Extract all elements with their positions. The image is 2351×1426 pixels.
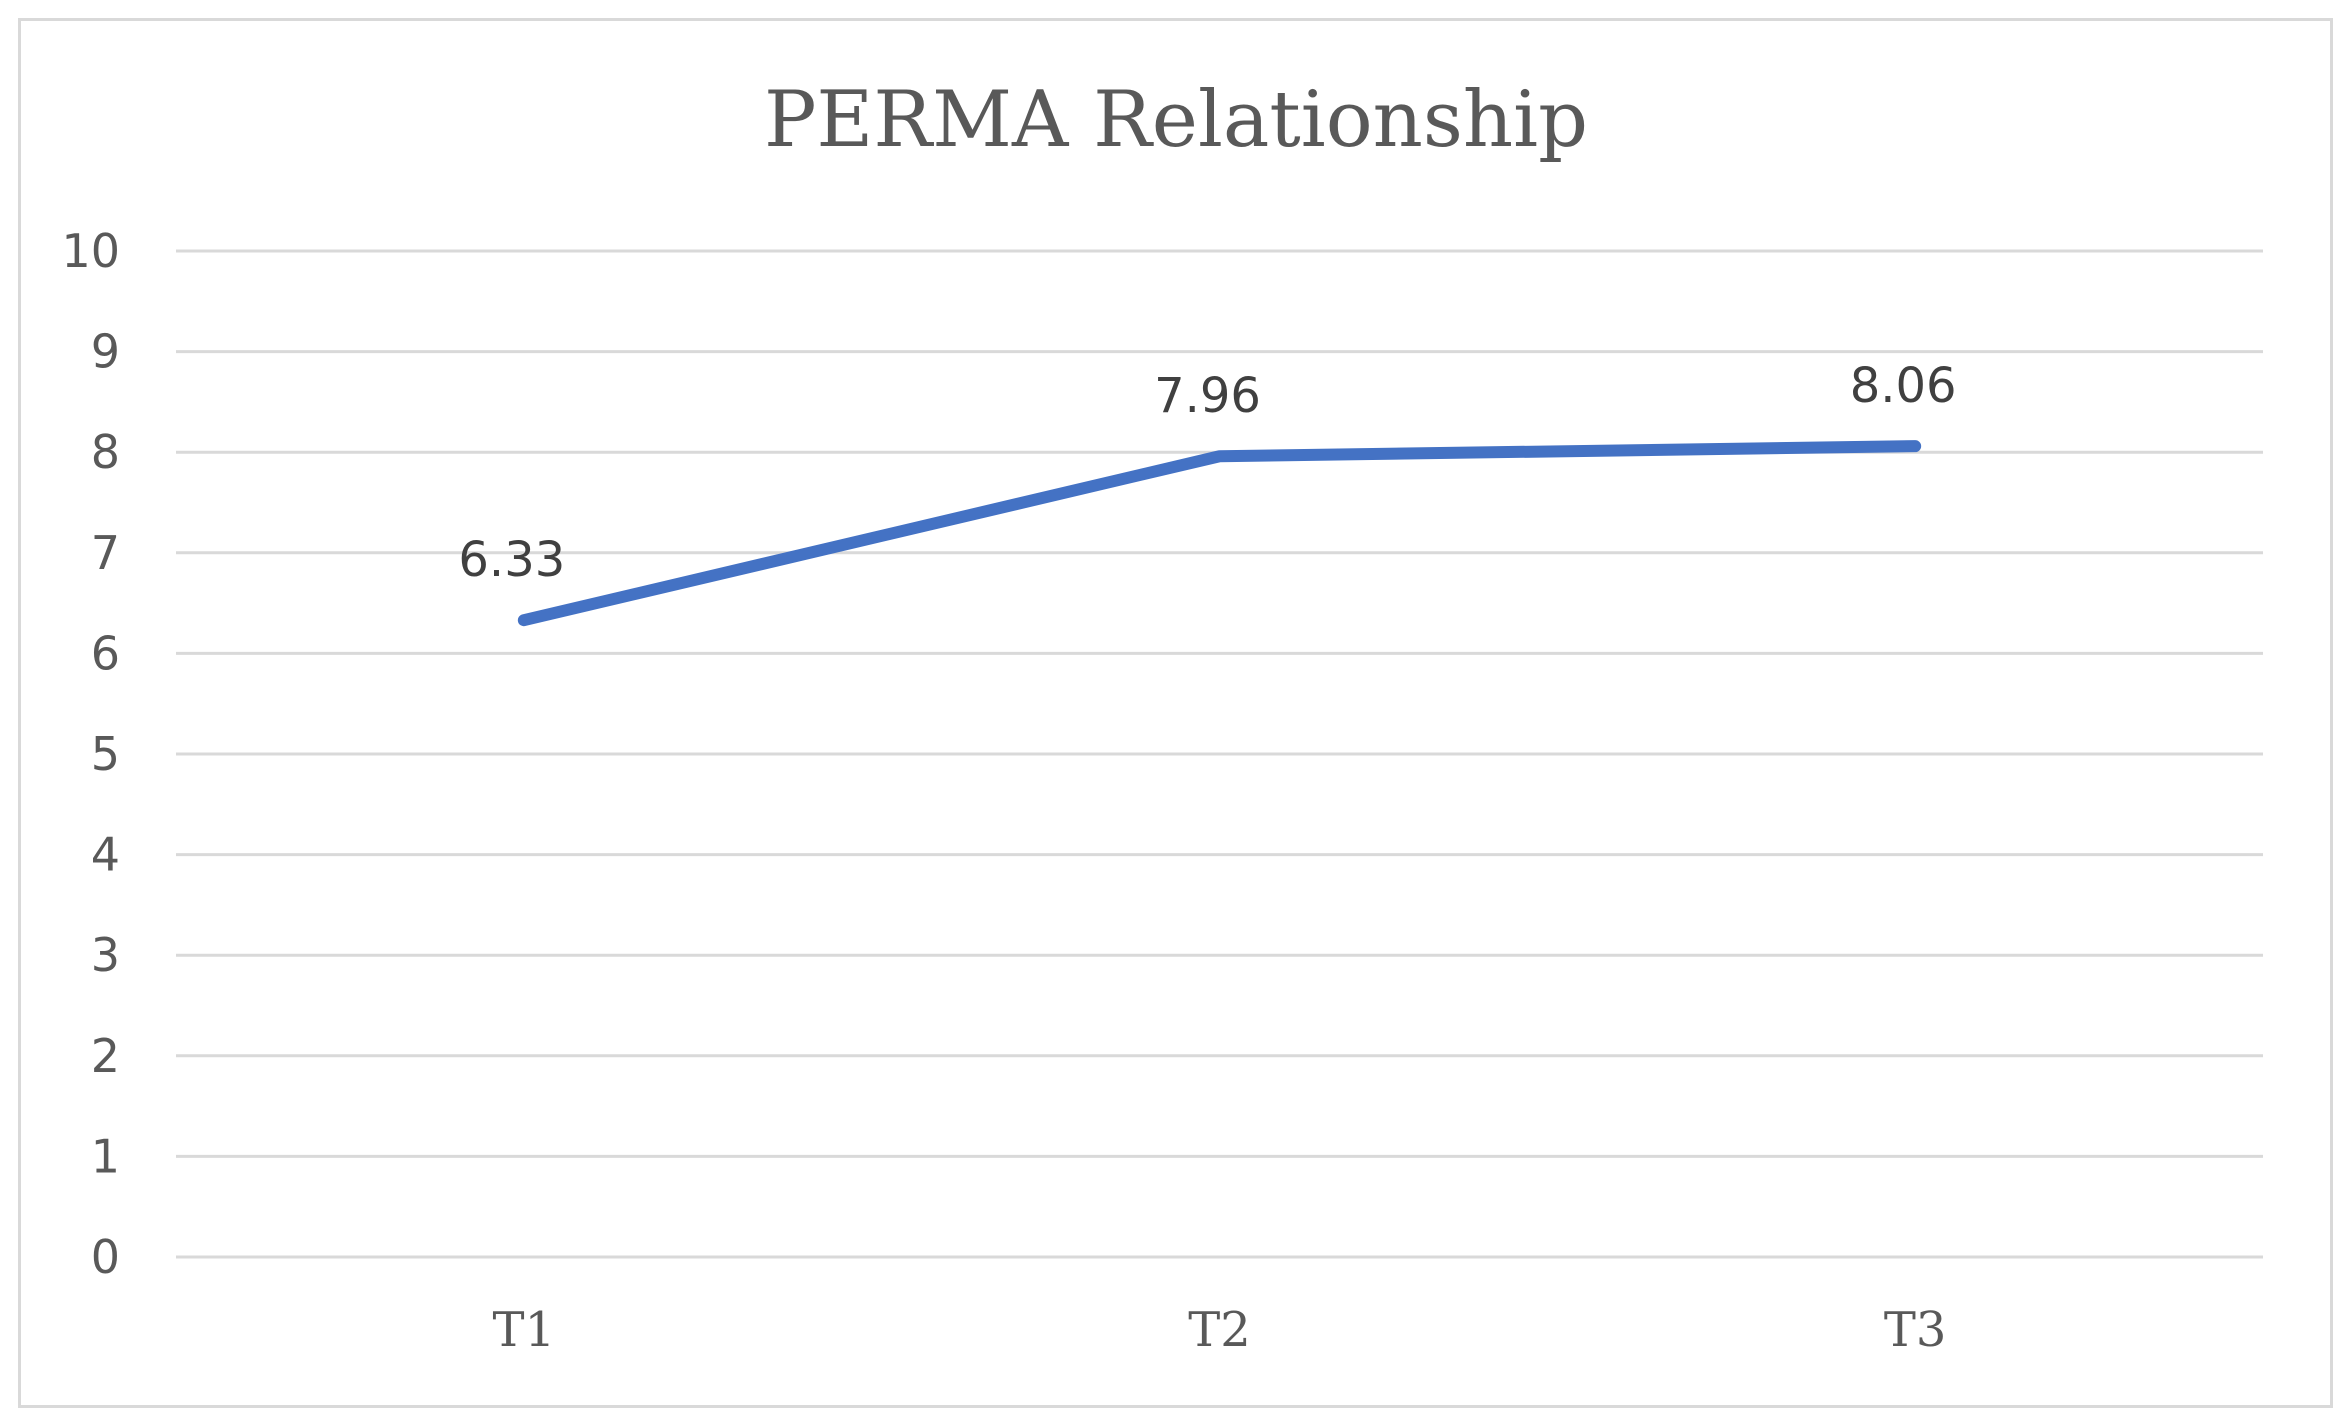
series-lines: [517, 440, 1922, 627]
data-label: 8.06: [1850, 358, 1957, 414]
data-label: 7.96: [1154, 368, 1261, 424]
data-label: 6.33: [458, 532, 565, 588]
y-tick-label: 9: [91, 325, 120, 379]
y-tick-label: 3: [91, 928, 120, 982]
y-tick-label: 1: [91, 1129, 120, 1183]
y-tick-label: 0: [91, 1230, 120, 1284]
y-tick-label: 2: [91, 1029, 120, 1083]
chart-title: PERMA Relationship: [764, 75, 1588, 165]
x-tick-label: T1: [493, 1302, 556, 1358]
series-line: [517, 440, 1922, 627]
y-tick-label: 10: [61, 224, 120, 278]
y-tick-label: 4: [91, 828, 120, 882]
y-tick-label: 7: [91, 526, 120, 580]
y-tick-label: 5: [91, 727, 120, 781]
y-tick-label: 6: [91, 626, 120, 680]
x-axis-ticks: T1 T2 T3: [493, 1302, 1947, 1358]
y-axis-ticks: 0 1 2 3 4 5 6 7 8 9 10: [61, 224, 120, 1284]
x-tick-label: T3: [1884, 1302, 1947, 1358]
y-tick-label: 8: [91, 425, 120, 479]
x-tick-label: T2: [1188, 1302, 1251, 1358]
data-labels: 6.33 7.96 8.06: [458, 358, 1956, 588]
